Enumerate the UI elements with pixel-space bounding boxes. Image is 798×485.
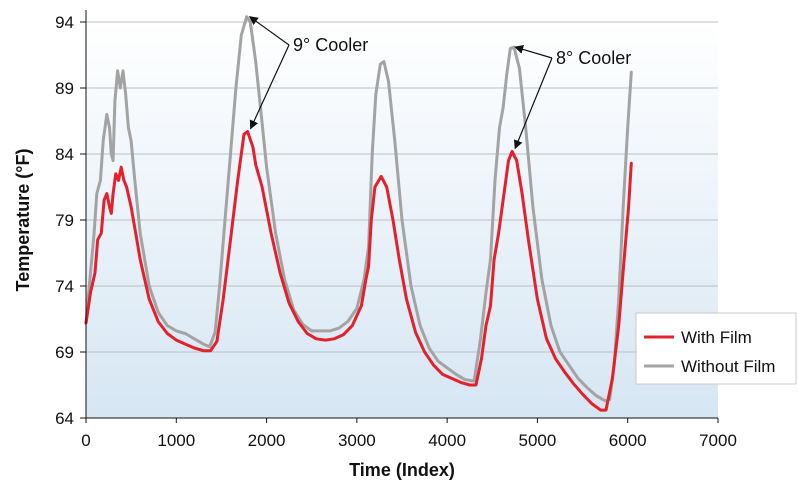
annotation-label: 8° Cooler [556, 48, 631, 68]
x-tick-label: 2000 [248, 431, 286, 450]
series-line-with-film [84, 130, 633, 412]
data-series [84, 15, 633, 412]
legend-label-with-film: With Film [681, 328, 752, 347]
x-tick-label: 5000 [519, 431, 557, 450]
legend-box [635, 312, 797, 385]
x-tick-label: 3000 [338, 431, 376, 450]
annotation-arrow [249, 44, 290, 130]
y-tick-label: 94 [55, 13, 74, 32]
legend-label-without-film: Without Film [681, 357, 775, 376]
annotation-label: 9° Cooler [293, 35, 368, 55]
x-tick-label: 6000 [609, 431, 647, 450]
legend: With Film Without Film [635, 312, 797, 385]
x-axis-title: Time (Index) [349, 460, 455, 480]
series-line-without-film [84, 15, 633, 403]
annotation-arrow [248, 16, 290, 46]
y-tick-label: 89 [55, 79, 74, 98]
x-tick-label: 1000 [157, 431, 195, 450]
y-tick-label: 84 [55, 145, 74, 164]
y-tick-label: 64 [55, 409, 74, 428]
x-tick-label: 7000 [699, 431, 737, 450]
annotation-arrow [514, 45, 553, 59]
axis-ticks: 64 69 74 79 84 89 94 0 1000 2000 3000 4000 5000 6000 7… [55, 13, 737, 450]
x-tick-label: 4000 [428, 431, 466, 450]
y-axis-title: Temperature (°F) [13, 149, 33, 292]
x-tick-label: 0 [81, 431, 90, 450]
annotation-arrow [514, 57, 553, 150]
y-tick-label: 74 [55, 277, 74, 296]
y-tick-label: 69 [55, 343, 74, 362]
annotations: 9° Cooler 8° Cooler [248, 16, 631, 150]
y-tick-label: 79 [55, 211, 74, 230]
